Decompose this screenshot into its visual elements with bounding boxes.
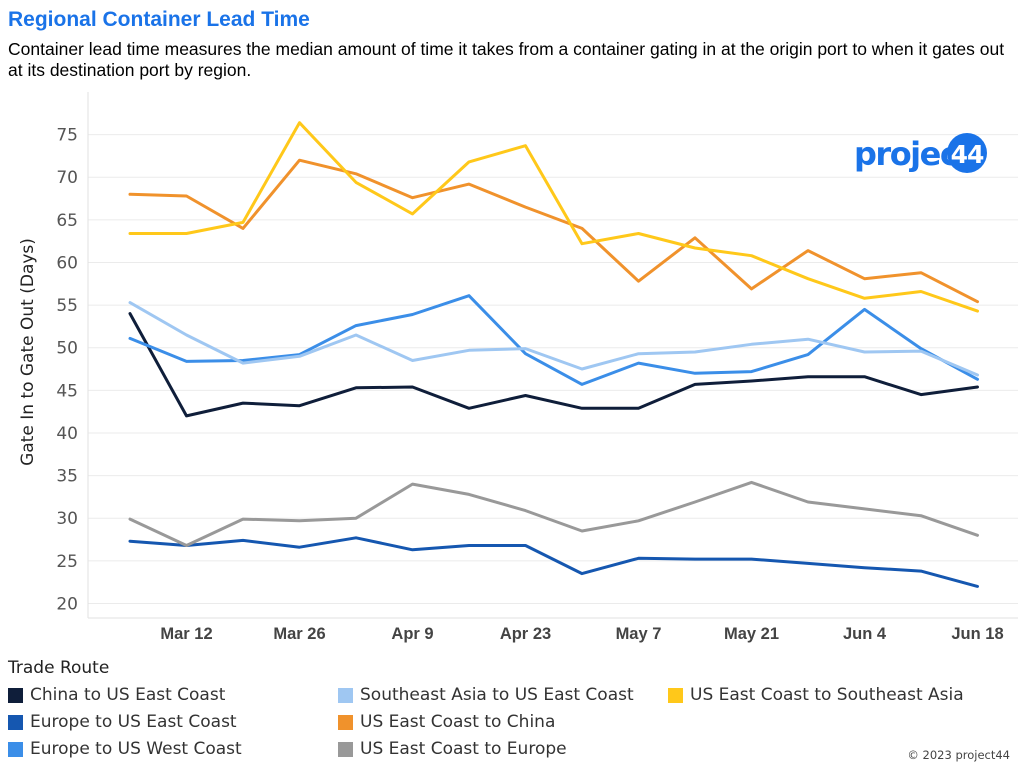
legend-swatch [668, 687, 683, 703]
legend-label: US East Coast to Europe [360, 739, 567, 759]
series-line [128, 536, 979, 588]
x-tick-label: Jun 4 [843, 625, 887, 643]
x-tick-label: Apr 23 [500, 625, 551, 643]
y-tick-label: 75 [56, 126, 78, 146]
series-line [128, 301, 979, 377]
legend-label: Europe to US West Coast [30, 739, 242, 759]
x-tick-label: Mar 12 [160, 625, 212, 643]
y-tick-label: 45 [56, 381, 78, 401]
legend-label: Southeast Asia to US East Coast [360, 685, 634, 705]
series-line [128, 294, 979, 386]
legend: China to US East Coast Southeast Asia to … [8, 683, 1018, 763]
legend-item: Europe to US East Coast [8, 710, 237, 734]
y-tick-label: 30 [56, 509, 78, 529]
line-chart: 20 25 30 35 40 45 50 55 60 65 70 75 Mar 12 Mar 26 Apr… [18, 92, 1018, 643]
y-axis-ticks: 20 25 30 35 40 45 50 55 60 65 70 75 [56, 126, 78, 615]
x-axis-ticks: Mar 12 Mar 26 Apr 9 Apr 23 May 7 May 21 Jun 4 J… [160, 625, 1003, 643]
series-line [128, 158, 979, 304]
legend-label: US East Coast to Southeast Asia [690, 685, 964, 705]
x-tick-label: Jun 18 [951, 625, 1003, 643]
legend-item: US East Coast to China [338, 710, 555, 734]
legend-label: Europe to US East Coast [30, 712, 237, 732]
series-line [128, 121, 979, 313]
project44-logo: project 44 [852, 128, 992, 178]
y-tick-label: 20 [56, 594, 78, 614]
y-tick-label: 50 [56, 339, 78, 359]
y-tick-label: 55 [56, 296, 78, 316]
copyright: © 2023 project44 [907, 748, 1010, 762]
y-tick-label: 35 [56, 467, 78, 487]
legend-label: China to US East Coast [30, 685, 226, 705]
series-lines [128, 121, 979, 588]
legend-item: Europe to US West Coast [8, 737, 242, 761]
legend-item: China to US East Coast [8, 683, 225, 707]
y-tick-label: 70 [56, 168, 78, 188]
y-tick-label: 40 [56, 424, 78, 444]
legend-item: Southeast Asia to US East Coast [338, 683, 634, 707]
x-tick-label: Apr 9 [391, 625, 433, 643]
legend-swatch [8, 714, 23, 730]
svg-text:44: 44 [951, 140, 984, 169]
legend-swatch [8, 741, 23, 757]
x-tick-label: May 21 [724, 625, 779, 643]
chart-title: Regional Container Lead Time [8, 8, 310, 31]
legend-item: US East Coast to Southeast Asia [668, 683, 964, 707]
y-tick-label: 60 [56, 253, 78, 273]
gridlines [87, 92, 1018, 619]
legend-label: US East Coast to China [360, 712, 556, 732]
series-line [128, 312, 979, 418]
y-tick-label: 65 [56, 211, 78, 231]
x-tick-label: May 7 [616, 625, 662, 643]
x-tick-label: Mar 26 [273, 625, 325, 643]
legend-swatch [338, 714, 353, 730]
y-tick-label: 25 [56, 552, 78, 572]
legend-item: US East Coast to Europe [338, 737, 567, 761]
legend-swatch [338, 741, 353, 757]
legend-swatch [338, 687, 353, 703]
legend-title: Trade Route [8, 658, 110, 678]
chart-subtitle: Container lead time measures the median … [8, 39, 1005, 80]
legend-swatch [8, 687, 23, 703]
y-axis-label: Gate In to Gate Out (Days) [18, 238, 38, 466]
series-line [128, 480, 979, 547]
